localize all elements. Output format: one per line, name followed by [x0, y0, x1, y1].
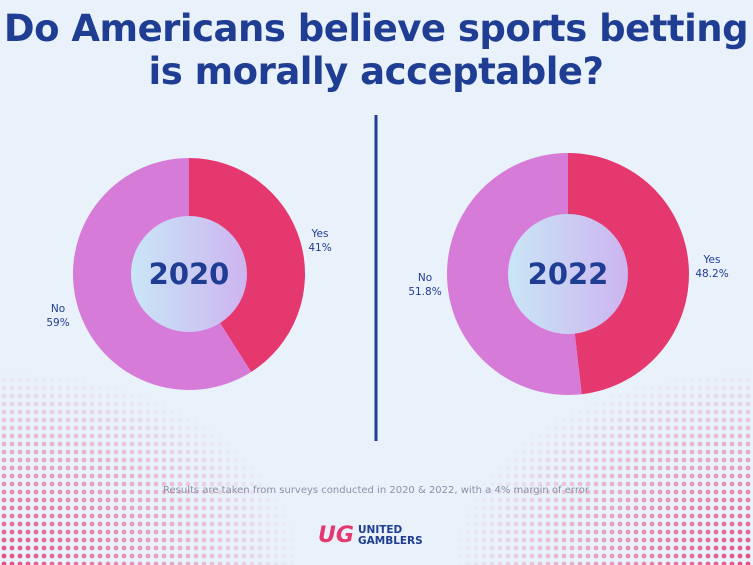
donut-hole — [508, 214, 628, 334]
chart-title: 2020 — [149, 257, 230, 291]
title: Do Americans believe sports betting is mo… — [4, 7, 748, 93]
donut-chart: Yes 48.2% No 51.8% 2022 — [408, 153, 729, 396]
logo-text: UNITED — [358, 524, 403, 536]
dot-pattern — [0, 370, 300, 565]
chart-title: 2022 — [528, 257, 609, 291]
slice-label: Yes — [311, 228, 329, 240]
slice — [568, 153, 689, 395]
dot-pattern — [453, 370, 753, 565]
logo: UG UNITED GAMBLERS — [318, 523, 423, 548]
slice-label: Yes — [703, 254, 721, 266]
donut-hole — [131, 216, 247, 332]
value-label: 59% — [46, 317, 69, 329]
value-label: 41% — [308, 242, 331, 254]
value-label: 51.8% — [408, 286, 441, 298]
slice-label: No — [51, 303, 65, 315]
logo-text: GAMBLERS — [358, 535, 423, 547]
slice-label: No — [418, 272, 432, 284]
donut-chart: Yes 41% No 59% 2020 — [46, 158, 332, 390]
value-label: 48.2% — [695, 268, 728, 280]
logo-mark: UG — [318, 523, 354, 548]
footnote: Results are taken from surveys conducted… — [163, 485, 590, 496]
